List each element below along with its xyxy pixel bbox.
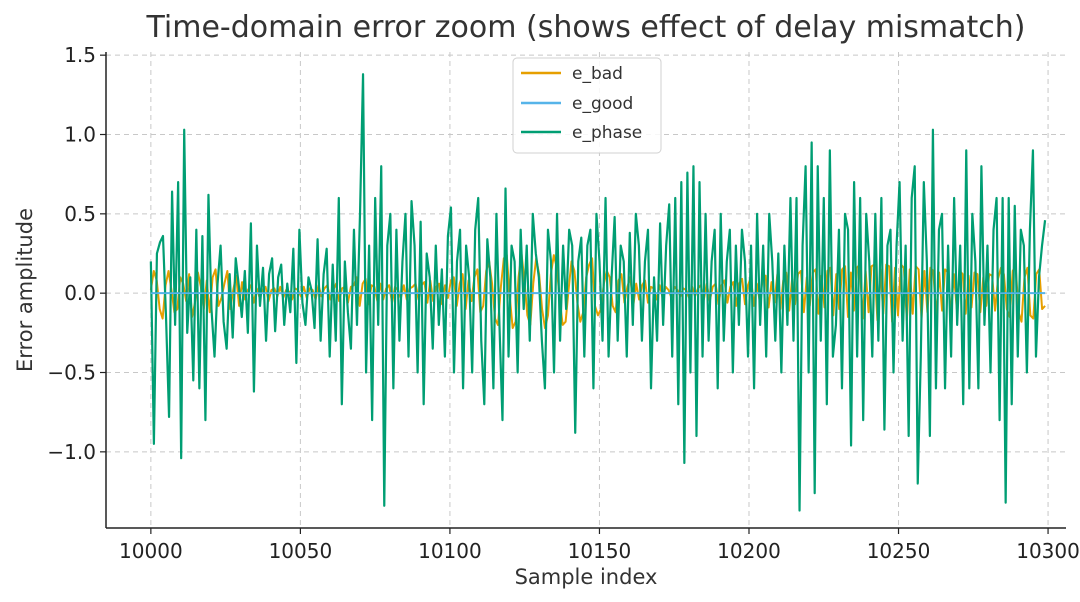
x-tick-label: 10000 bbox=[119, 539, 183, 563]
legend: e_bad e_good e_phase bbox=[512, 57, 662, 154]
legend-label-e-good: e_good bbox=[572, 94, 633, 114]
axis-ticks: 10000 10050 10100 10150 10200 10250 10300 −1.0 −… bbox=[47, 43, 1079, 563]
y-tick-label: 1.0 bbox=[64, 123, 96, 147]
series-line-e-phase bbox=[149, 73, 1047, 512]
legend-label-e-bad: e_bad bbox=[572, 64, 623, 84]
x-tick-label: 10100 bbox=[418, 539, 482, 563]
legend-label-e-phase: e_phase bbox=[572, 123, 642, 143]
legend-box bbox=[512, 57, 662, 154]
x-axis-label: Sample index bbox=[515, 565, 658, 589]
y-tick-label: 0.0 bbox=[64, 281, 96, 305]
y-axis-label: Error amplitude bbox=[13, 208, 37, 372]
y-tick-label: 0.5 bbox=[64, 202, 96, 226]
chart-title: Time-domain error zoom (shows effect of … bbox=[145, 10, 1025, 45]
x-tick-label: 10300 bbox=[1016, 539, 1080, 563]
x-tick-label: 10150 bbox=[568, 539, 632, 563]
x-tick-label: 10250 bbox=[867, 539, 931, 563]
plot-area bbox=[149, 73, 1047, 512]
y-tick-label: 1.5 bbox=[64, 43, 96, 67]
x-tick-label: 10050 bbox=[269, 539, 333, 563]
x-tick-label: 10200 bbox=[717, 539, 781, 563]
y-tick-label: −0.5 bbox=[47, 361, 96, 385]
y-tick-label: −1.0 bbox=[47, 440, 96, 464]
